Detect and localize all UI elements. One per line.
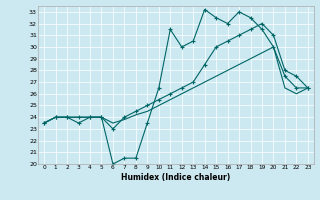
X-axis label: Humidex (Indice chaleur): Humidex (Indice chaleur) <box>121 173 231 182</box>
